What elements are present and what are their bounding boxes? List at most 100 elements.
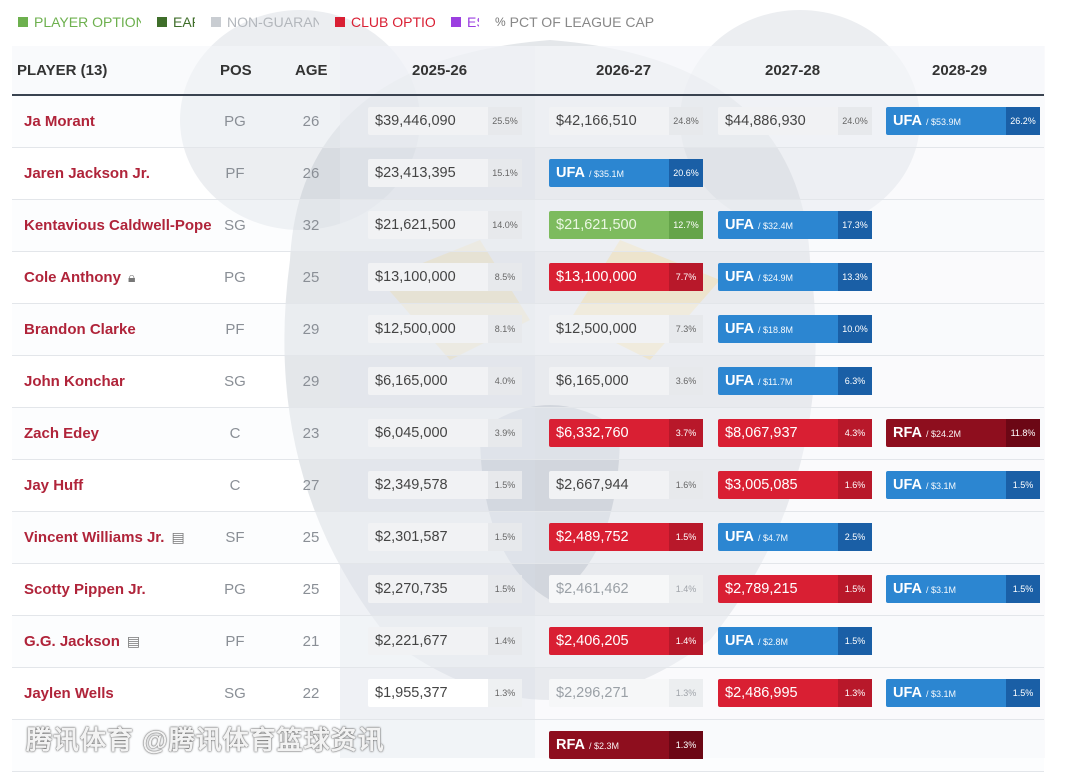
header-season-3[interactable]: 2027-28	[765, 61, 821, 79]
header-season-1[interactable]: 2025-26	[412, 61, 468, 79]
table-row: Jaylen Wells SG 22 $1,955,377 1.3% $2,296,271…	[12, 668, 1044, 720]
salary-amount: $8,067,937	[725, 425, 798, 441]
player-name: John Konchar	[24, 373, 125, 390]
player-age: 22	[302, 685, 320, 702]
table-row: Cole Anthony 🔒︎ PG 25 $13,100,000 8.5% $13,100…	[12, 252, 1044, 304]
header-pos[interactable]: POS	[220, 61, 252, 79]
salary-cell[interactable]: $2,486,995 1.3%	[718, 679, 872, 707]
salary-cell[interactable]: $23,413,395 15.1%	[368, 159, 522, 187]
table-row: Scotty Pippen Jr. PG 25 $2,270,735 1.5% $2,46…	[12, 564, 1044, 616]
free-agency-cell[interactable]: UFA / $4.7M 2.5%	[718, 523, 872, 551]
document-icon[interactable]: ▤	[126, 633, 141, 649]
salary-cell[interactable]: $12,500,000 8.1%	[368, 315, 522, 343]
fa-type: UFA	[725, 529, 754, 545]
free-agency-cell[interactable]: UFA / $2.8M 1.5%	[718, 627, 872, 655]
legend-item: EARLY	[157, 14, 195, 30]
free-agency-cell[interactable]: RFA / $2.3M 1.3%	[549, 731, 703, 759]
salary-cell[interactable]: $1,955,377 1.3%	[368, 679, 522, 707]
header-season-2[interactable]: 2026-27	[596, 61, 652, 79]
salary-cell[interactable]: $44,886,930 24.0%	[718, 107, 872, 135]
salary-cell[interactable]: $6,165,000 4.0%	[368, 367, 522, 395]
salary-cell[interactable]: $2,221,677 1.4%	[368, 627, 522, 655]
salary-cell[interactable]: $2,489,752 1.5%	[549, 523, 703, 551]
lock-icon[interactable]: 🔒︎	[127, 269, 136, 285]
free-agency-cell[interactable]: UFA / $32.4M 17.3%	[718, 211, 872, 239]
salary-cell[interactable]: $13,100,000 8.5%	[368, 263, 522, 291]
cap-percent: 11.8%	[1006, 419, 1040, 447]
free-agency-cell[interactable]: UFA / $11.7M 6.3%	[718, 367, 872, 395]
salary-cell[interactable]: $2,461,462 1.4%	[549, 575, 703, 603]
player-name-link[interactable]: Kentavious Caldwell-Pope	[24, 200, 212, 251]
fa-cap-hold: / $35.1M	[589, 169, 625, 179]
salary-cell[interactable]: $6,045,000 3.9%	[368, 419, 522, 447]
free-agency-cell[interactable]: UFA / $18.8M 10.0%	[718, 315, 872, 343]
salary-amount: $2,406,205	[556, 633, 629, 649]
legend-label: EARLY	[173, 14, 195, 30]
salary-cell[interactable]: $3,005,085 1.6%	[718, 471, 872, 499]
player-name-link[interactable]: Jay Huff	[24, 460, 83, 511]
fa-type: UFA	[893, 113, 922, 129]
free-agency-cell[interactable]: UFA / $3.1M 1.5%	[886, 679, 1040, 707]
document-icon[interactable]: ▤	[171, 529, 185, 545]
player-name-link[interactable]: John Konchar	[24, 356, 125, 407]
player-name-link[interactable]: Cole Anthony 🔒︎	[24, 252, 135, 303]
free-agency-cell[interactable]: UFA / $3.1M 1.5%	[886, 575, 1040, 603]
salary-cell[interactable]: $2,301,587 1.5%	[368, 523, 522, 551]
player-pos: PG	[224, 581, 246, 598]
player-age: 32	[302, 217, 320, 234]
salary-amount: $2,301,587	[375, 529, 448, 545]
salary-cell[interactable]: $13,100,000 7.7%	[549, 263, 703, 291]
salary-cell[interactable]: $21,621,500 12.7%	[549, 211, 703, 239]
salary-cell[interactable]: $2,667,944 1.6%	[549, 471, 703, 499]
salary-cell[interactable]: $39,446,090 25.5%	[368, 107, 522, 135]
free-agency-cell[interactable]: RFA / $24.2M 11.8%	[886, 419, 1040, 447]
salary-cell[interactable]: $6,332,760 3.7%	[549, 419, 703, 447]
header-age[interactable]: AGE	[295, 61, 328, 79]
salary-cell[interactable]: $8,067,937 4.3%	[718, 419, 872, 447]
fa-type: UFA	[725, 269, 754, 285]
cap-percent: 3.9%	[488, 419, 522, 447]
free-agency-cell[interactable]: UFA / $3.1M 1.5%	[886, 471, 1040, 499]
salary-cell[interactable]: $21,621,500 14.0%	[368, 211, 522, 239]
legend-label: NON-GUARANTEED	[227, 14, 319, 30]
salary-cell[interactable]: $2,270,735 1.5%	[368, 575, 522, 603]
legend-swatch	[451, 17, 461, 27]
player-name-link[interactable]: Vincent Williams Jr. ▤	[24, 512, 185, 563]
player-name-link[interactable]: Brandon Clarke	[24, 304, 136, 355]
salary-cell[interactable]: $6,165,000 3.6%	[549, 367, 703, 395]
salary-amount: $6,165,000	[556, 373, 629, 389]
cap-percent: 1.5%	[669, 523, 703, 551]
salary-cell[interactable]: $2,296,271 1.3%	[549, 679, 703, 707]
player-name-link[interactable]: Scotty Pippen Jr.	[24, 564, 146, 615]
salary-amount: $42,166,510	[556, 113, 637, 129]
salary-cell[interactable]: $42,166,510 24.8%	[549, 107, 703, 135]
free-agency-label: UFA / $11.7M	[718, 373, 838, 389]
player-name-link[interactable]: Jaren Jackson Jr.	[24, 148, 150, 199]
free-agency-cell[interactable]: UFA / $24.9M 13.3%	[718, 263, 872, 291]
free-agency-cell[interactable]: UFA / $35.1M 20.6%	[549, 159, 703, 187]
salary-cell[interactable]: $2,349,578 1.5%	[368, 471, 522, 499]
player-name-link[interactable]: Zach Edey	[24, 408, 99, 459]
salary-amount: $2,461,462	[556, 581, 629, 597]
cap-percent: 1.5%	[1006, 471, 1040, 499]
player-name-link[interactable]: G.G. Jackson ▤	[24, 616, 140, 667]
free-agency-label: UFA / $3.1M	[886, 581, 1006, 597]
cap-percent: 1.3%	[669, 731, 703, 759]
free-agency-cell[interactable]: UFA / $53.9M 26.2%	[886, 107, 1040, 135]
fa-cap-hold: / $3.1M	[926, 481, 957, 491]
table-body: Ja Morant PG 26 $39,446,090 25.5% $42,166,510…	[12, 96, 1044, 772]
salary-cell[interactable]: $2,406,205 1.4%	[549, 627, 703, 655]
table-row: G.G. Jackson ▤ PF 21 $2,221,677 1.4% $2,406,20…	[12, 616, 1044, 668]
header-player[interactable]: PLAYER (13)	[17, 61, 108, 79]
salary-cell[interactable]: $2,789,215 1.5%	[718, 575, 872, 603]
free-agency-label: UFA / $4.7M	[718, 529, 838, 545]
player-name-link[interactable]: Jaylen Wells	[24, 668, 114, 719]
header-season-4[interactable]: 2028-29	[932, 61, 988, 79]
player-name-link[interactable]: Ja Morant	[24, 96, 95, 147]
player-name: Brandon Clarke	[24, 321, 136, 338]
player-pos: PF	[225, 165, 245, 182]
fa-cap-hold: / $24.9M	[758, 273, 794, 283]
salary-cell[interactable]: $12,500,000 7.3%	[549, 315, 703, 343]
cap-percent: 1.5%	[488, 523, 522, 551]
salary-amount: $2,221,677	[375, 633, 448, 649]
